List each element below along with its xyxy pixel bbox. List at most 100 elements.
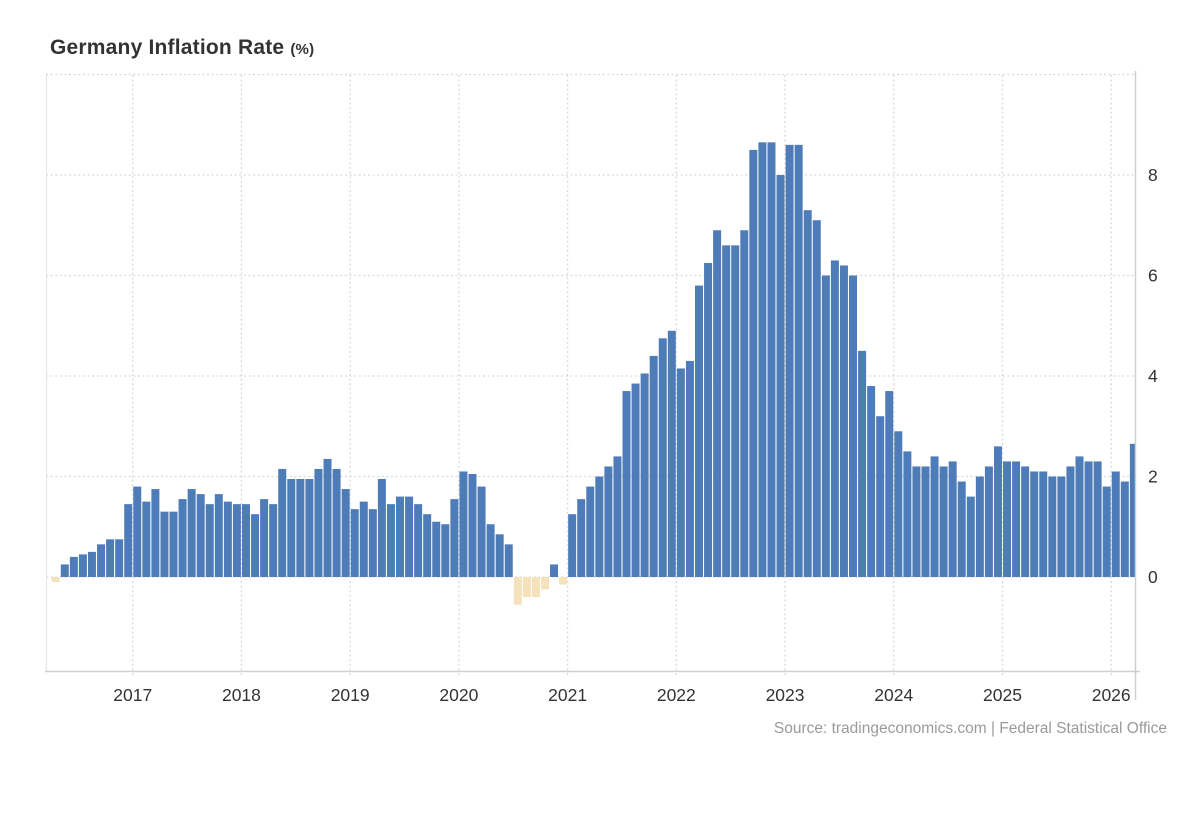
bar-2021-11 (658, 338, 667, 577)
bar-2026-03 (1129, 443, 1135, 577)
bar-2026-02 (1120, 481, 1129, 577)
bar-2019-08 (414, 504, 423, 577)
bar-2024-12 (993, 446, 1002, 577)
bar-2016-09 (97, 544, 106, 577)
bar-2023-08 (849, 275, 858, 577)
bar-2021-03 (586, 486, 595, 577)
x-axis-label-2019: 2019 (331, 685, 370, 705)
bar-2018-06 (287, 479, 296, 577)
bar-2017-11 (223, 501, 232, 578)
bar-2024-11 (984, 466, 993, 577)
bar-2023-02 (794, 144, 803, 577)
bar-2018-09 (314, 468, 323, 577)
bar-2016-06 (69, 556, 78, 577)
bar-2025-09 (1075, 456, 1084, 577)
bar-2018-08 (305, 479, 314, 577)
bar-2019-12 (450, 499, 459, 577)
bar-2022-09 (749, 149, 758, 578)
bar-2024-03 (912, 466, 921, 577)
bar-2020-12 (559, 577, 568, 585)
page-title-unit: (%) (290, 41, 315, 58)
bars-group (51, 142, 1135, 605)
bar-2018-10 (323, 458, 332, 577)
bar-2020-09 (531, 577, 540, 598)
x-axis-label-2017: 2017 (113, 685, 152, 705)
bar-2019-01 (350, 509, 359, 577)
bar-2018-02 (251, 514, 260, 577)
bar-2025-01 (1003, 461, 1012, 577)
bar-2023-04 (812, 220, 821, 578)
page-title: Germany Inflation Rate (%) (50, 36, 314, 60)
bar-2023-05 (821, 275, 830, 577)
bar-2020-04 (486, 524, 495, 577)
bar-2017-10 (214, 494, 223, 577)
bar-2024-08 (957, 481, 966, 577)
bar-2021-09 (640, 373, 649, 577)
bar-2025-04 (1030, 471, 1039, 578)
x-axis-label-2026: 2026 (1092, 685, 1131, 705)
bar-2020-05 (495, 534, 504, 577)
bar-2025-05 (1039, 471, 1048, 578)
bar-2024-05 (930, 456, 939, 577)
bar-2023-09 (858, 350, 867, 578)
bar-2023-10 (867, 386, 876, 577)
bar-2025-06 (1048, 476, 1057, 577)
bar-2018-11 (332, 468, 341, 577)
bar-2020-02 (468, 473, 477, 577)
bar-2023-12 (885, 391, 894, 577)
bar-2022-04 (704, 262, 713, 577)
bar-2018-01 (241, 504, 250, 577)
x-axis-label-2024: 2024 (874, 685, 913, 705)
y-axis-label-0: 0 (1148, 567, 1158, 587)
bar-2017-12 (232, 504, 241, 577)
bar-2025-02 (1012, 461, 1021, 577)
y-axis-label-2: 2 (1148, 467, 1158, 487)
bar-2022-03 (694, 285, 703, 577)
y-axis-label-6: 6 (1148, 266, 1158, 286)
bar-2019-06 (396, 496, 405, 577)
bar-2020-01 (459, 471, 468, 578)
bar-2019-03 (368, 509, 377, 577)
bar-2019-10 (432, 521, 441, 578)
bar-2020-11 (550, 564, 559, 577)
bar-2022-08 (740, 230, 749, 577)
bar-2020-03 (477, 486, 486, 577)
bar-2025-11 (1093, 461, 1102, 577)
bar-2024-01 (894, 431, 903, 577)
bar-2021-06 (613, 456, 622, 577)
page-title-text: Germany Inflation Rate (50, 36, 285, 59)
bar-2022-10 (758, 142, 767, 577)
bar-2024-10 (975, 476, 984, 577)
bar-2018-03 (260, 499, 269, 577)
bar-2018-12 (341, 489, 350, 577)
x-axis-label-2025: 2025 (983, 685, 1022, 705)
bar-2017-06 (178, 499, 187, 577)
bar-2017-09 (205, 504, 214, 577)
bar-2024-04 (921, 466, 930, 577)
x-axis-label-2022: 2022 (657, 685, 696, 705)
bar-2021-02 (577, 499, 586, 577)
bar-2025-08 (1066, 466, 1075, 577)
bar-2017-05 (169, 511, 178, 578)
bar-2016-12 (124, 504, 133, 577)
bar-2017-03 (151, 489, 160, 577)
bar-2026-01 (1111, 471, 1120, 578)
bar-2020-10 (540, 577, 549, 590)
bar-2019-07 (405, 496, 414, 577)
bar-2025-03 (1021, 466, 1030, 577)
bar-2018-05 (278, 468, 287, 577)
bar-2016-07 (78, 554, 87, 577)
y-axis-label-4: 4 (1148, 366, 1158, 386)
bar-2021-10 (649, 355, 658, 577)
bar-2019-02 (359, 501, 368, 578)
bar-2016-05 (60, 564, 69, 577)
bar-2024-06 (939, 466, 948, 577)
bar-2019-05 (386, 504, 395, 577)
bar-2017-02 (142, 501, 151, 578)
bar-2022-05 (713, 230, 722, 577)
bar-2022-11 (767, 142, 776, 577)
x-axis-label-2018: 2018 (222, 685, 261, 705)
bar-2021-08 (631, 383, 640, 577)
bar-2016-11 (115, 539, 124, 577)
